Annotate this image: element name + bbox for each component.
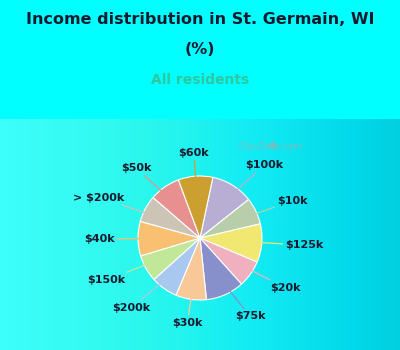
Wedge shape [141, 238, 200, 280]
Text: $125k: $125k [241, 240, 324, 250]
Text: ●: ● [268, 140, 276, 149]
Text: $100k: $100k [222, 160, 283, 203]
Text: $60k: $60k [178, 148, 209, 197]
Text: > $200k: > $200k [73, 193, 164, 219]
Text: $200k: $200k [112, 271, 176, 313]
Wedge shape [200, 199, 260, 238]
Text: $75k: $75k [217, 275, 265, 321]
Text: City-Data.com: City-Data.com [238, 142, 302, 151]
Text: $20k: $20k [234, 261, 300, 293]
Text: $40k: $40k [84, 234, 159, 244]
Text: $10k: $10k [237, 196, 308, 220]
Wedge shape [138, 221, 200, 256]
Wedge shape [140, 197, 200, 238]
Wedge shape [200, 177, 248, 238]
Wedge shape [178, 176, 213, 238]
Wedge shape [200, 238, 257, 284]
Wedge shape [200, 224, 262, 262]
Text: $50k: $50k [121, 163, 176, 204]
Text: $150k: $150k [87, 258, 164, 285]
Text: $30k: $30k [172, 279, 203, 328]
Wedge shape [200, 238, 242, 300]
Wedge shape [153, 180, 200, 238]
Wedge shape [176, 238, 206, 300]
Wedge shape [154, 238, 200, 295]
Text: (%): (%) [185, 42, 215, 57]
Text: All residents: All residents [151, 74, 249, 88]
Text: Income distribution in St. Germain, WI: Income distribution in St. Germain, WI [26, 12, 374, 27]
